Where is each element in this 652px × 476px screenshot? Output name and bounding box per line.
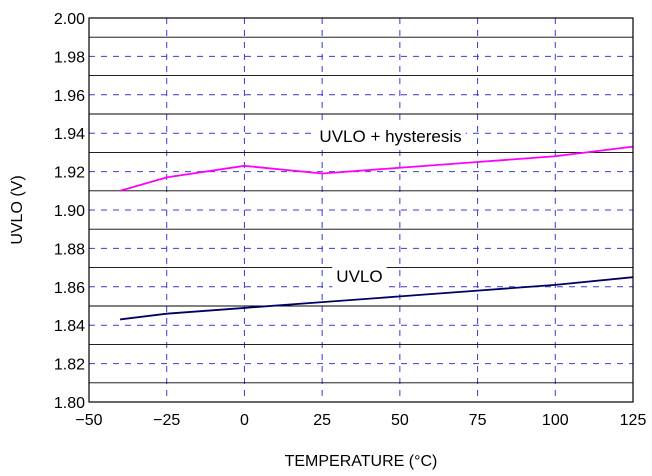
y-axis-label: UVLO (V): [9, 175, 26, 244]
annotation: UVLO: [332, 265, 387, 289]
y-tick-label: 1.84: [54, 318, 85, 335]
series-line-uvlo-hysteresis: [119, 145, 634, 192]
annotations: UVLO + hysteresis UVLO: [315, 125, 466, 289]
x-tick-label: 125: [620, 412, 647, 429]
y-tick-label: 1.80: [54, 395, 85, 412]
annotation-text: UVLO: [336, 267, 382, 286]
y-tick-label: 1.82: [54, 357, 85, 374]
x-tick-label: 0: [240, 412, 249, 429]
y-tick-label: 1.86: [54, 280, 85, 297]
x-axis-label: TEMPERATURE (°C): [285, 453, 438, 470]
x-tick-label: 75: [469, 412, 487, 429]
annotation-bg: [315, 125, 466, 149]
y-tick-label: 2.00: [54, 11, 85, 28]
series-layer: [119, 145, 634, 321]
x-tick-label: 100: [542, 412, 569, 429]
y-tick-label: 1.94: [54, 126, 85, 143]
annotation-bg: [332, 265, 387, 289]
x-tick-label: −25: [153, 412, 180, 429]
x-tick-label: −50: [75, 412, 102, 429]
y-tick-label: 1.98: [54, 49, 85, 66]
x-tick-label: 50: [391, 412, 409, 429]
tick-labels: −50 −25 0 25 50 75 100 125 1.80 1.82 1.84 1.86 1.88 1…: [54, 11, 647, 429]
series-line-uvlo: [119, 276, 634, 321]
grid: [89, 18, 633, 402]
y-tick-label: 1.92: [54, 165, 85, 182]
y-tick-label: 1.88: [54, 241, 85, 258]
annotation: UVLO + hysteresis: [315, 125, 466, 149]
y-tick-label: 1.96: [54, 88, 85, 105]
annotation-text: UVLO + hysteresis: [319, 127, 461, 146]
plot-frame: [88, 17, 634, 403]
y-tick-label: 1.90: [54, 203, 85, 220]
x-tick-label: 25: [313, 412, 331, 429]
